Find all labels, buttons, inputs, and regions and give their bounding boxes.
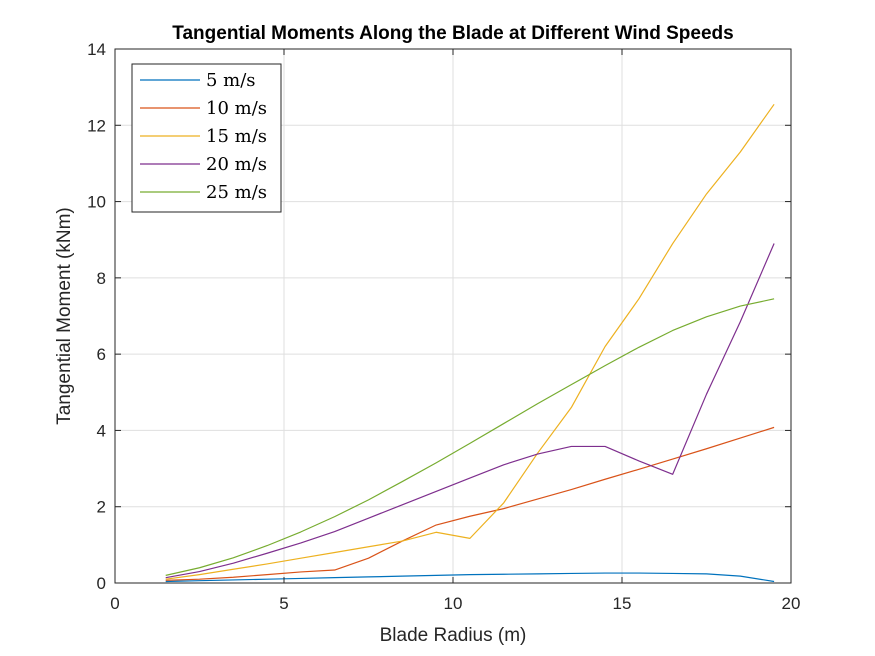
- chart-title: Tangential Moments Along the Blade at Di…: [172, 23, 733, 44]
- axis-ticks: 0 5 10 15 20 0 2 4 6 8 10 12 14: [87, 40, 800, 613]
- legend: 5 m/s 10 m/s 15 m/s 20 m/s 25 m/s: [131, 63, 282, 213]
- legend-label: 5 m/s: [206, 70, 256, 91]
- legend-label: 25 m/s: [206, 182, 267, 203]
- y-tick-label: 12: [87, 116, 106, 135]
- y-tick-label: 2: [97, 498, 106, 517]
- x-tick-label: 0: [110, 594, 119, 613]
- y-tick-label: 0: [97, 574, 106, 593]
- y-tick-label: 4: [97, 421, 106, 440]
- y-tick-label: 14: [87, 40, 106, 59]
- y-tick-label: 8: [97, 269, 106, 288]
- y-axis-label: Tangential Moment (kNm): [54, 207, 75, 425]
- x-tick-label: 10: [444, 594, 463, 613]
- x-axis-label: Blade Radius (m): [380, 625, 527, 646]
- series-line-4: [165, 243, 775, 579]
- series-line-3: [165, 103, 775, 580]
- x-tick-label: 5: [279, 594, 288, 613]
- legend-label: 10 m/s: [206, 98, 267, 119]
- series-line-1: [165, 572, 775, 583]
- x-tick-label: 20: [782, 594, 801, 613]
- series-line-5: [165, 298, 775, 576]
- series-line-2: [165, 426, 775, 581]
- series-lines: [165, 103, 775, 583]
- legend-label: 15 m/s: [206, 126, 267, 147]
- y-tick-label: 10: [87, 193, 106, 212]
- x-tick-label: 15: [613, 594, 632, 613]
- legend-label: 20 m/s: [206, 154, 267, 175]
- legend-box: [131, 63, 282, 213]
- y-tick-label: 6: [97, 345, 106, 364]
